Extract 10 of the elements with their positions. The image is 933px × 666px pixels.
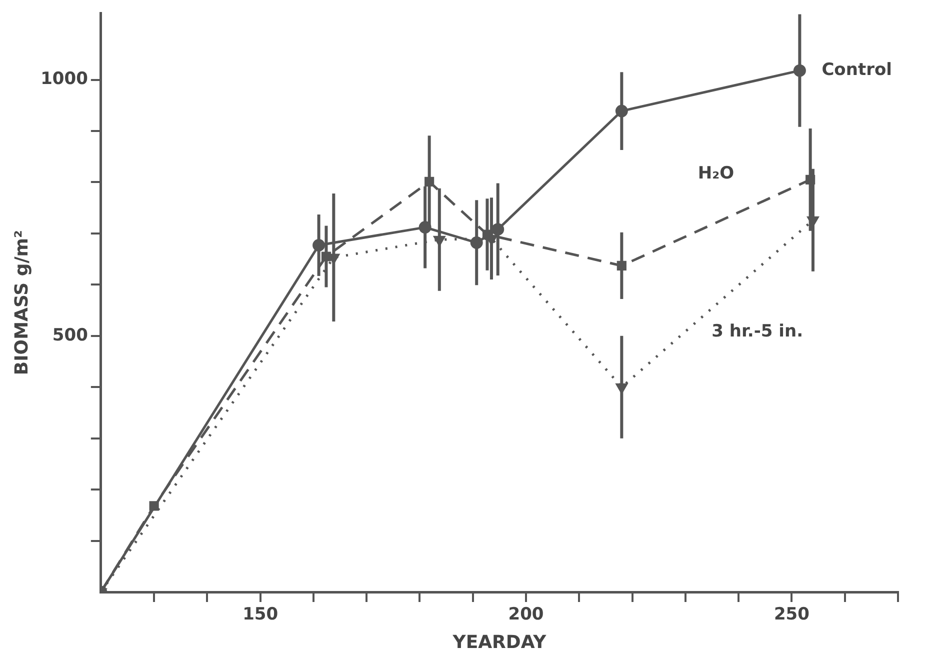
series-label: Control [822, 60, 892, 80]
y-axis-title: BIOMASS g/m² [11, 230, 32, 376]
x-axis-title: YEARDAY [452, 632, 548, 653]
x-tick-label: 250 [774, 604, 810, 625]
x-tick-label: 150 [242, 604, 278, 625]
x-tick-label: 200 [508, 604, 544, 625]
y-tick-label: 500 [52, 325, 88, 346]
y-tick-label: 1000 [40, 69, 88, 90]
series-label: H₂O [698, 164, 734, 184]
series-label: 3 hr.-5 in. [712, 322, 804, 342]
